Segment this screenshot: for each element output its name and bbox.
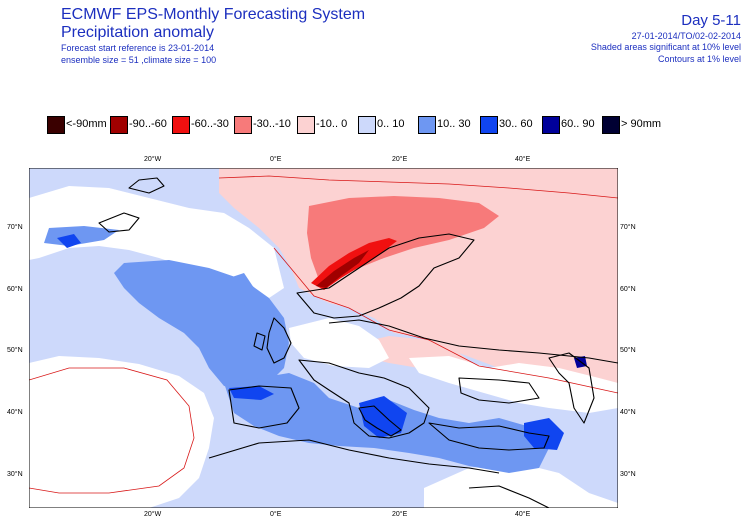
product-title: Precipitation anomaly <box>61 24 214 41</box>
legend-label: -30..-10 <box>253 118 291 130</box>
legend-label: > 90mm <box>621 118 662 130</box>
near-zero-area <box>424 463 618 508</box>
near-zero-area <box>409 356 618 413</box>
anomaly-map <box>29 168 618 508</box>
legend-swatch <box>602 116 620 134</box>
lat-label-left: 30°N <box>7 471 23 478</box>
legend-label: -90..-60 <box>129 118 167 130</box>
legend-swatch <box>542 116 560 134</box>
anomaly-area-positive-strong <box>229 386 274 400</box>
shaded-significance-note: Shaded areas significant at 10% level <box>590 42 741 52</box>
lat-label-left: 50°N <box>7 347 23 354</box>
system-title: ECMWF EPS-Monthly Forecasting System <box>61 6 366 23</box>
lon-label-bottom: 40°E <box>515 511 531 518</box>
legend-swatch <box>297 116 315 134</box>
lat-label-right: 30°N <box>620 471 636 478</box>
lat-label-right: 60°N <box>620 286 636 293</box>
lat-label-right: 50°N <box>620 347 636 354</box>
lon-label-bottom: 20°W <box>144 511 162 518</box>
lat-label-left: 70°N <box>7 224 23 231</box>
near-zero-area <box>289 318 389 368</box>
legend-swatch <box>110 116 128 134</box>
lon-label-top: 20°W <box>144 156 162 163</box>
legend-label: 0.. 10 <box>377 118 405 130</box>
anomaly-area-positive <box>229 273 254 306</box>
near-zero-area <box>29 356 214 508</box>
contour-significance-note: Contours at 1% level <box>657 54 741 64</box>
near-zero-area <box>29 186 284 298</box>
legend-label: <-90mm <box>66 118 107 130</box>
anomaly-area-positive-strong <box>57 234 81 248</box>
coastlines <box>98 177 618 508</box>
legend-label: 10.. 30 <box>437 118 471 130</box>
lon-label-top: 20°E <box>392 156 408 163</box>
lon-label-bottom: 20°E <box>392 511 408 518</box>
significance-contour <box>29 367 195 494</box>
lat-label-left: 40°N <box>7 409 23 416</box>
legend-swatch <box>172 116 190 134</box>
significance-contour <box>218 175 618 394</box>
valid-period: 27-01-2014/TO/02-02-2014 <box>631 31 741 41</box>
lon-label-top: 40°E <box>515 156 531 163</box>
lat-label-right: 40°N <box>620 409 636 416</box>
legend-label: 30.. 60 <box>499 118 533 130</box>
forecast-start-reference: Forecast start reference is 23-01-2014 <box>61 43 215 53</box>
legend-swatch <box>47 116 65 134</box>
lat-label-right: 70°N <box>620 224 636 231</box>
day-range: Day 5-11 <box>681 12 741 29</box>
legend-label: -10.. 0 <box>316 118 348 130</box>
legend-label: -60..-30 <box>191 118 229 130</box>
legend-swatch <box>480 116 498 134</box>
legend-label: 60.. 90 <box>561 118 595 130</box>
anomaly-area-positive-strong <box>524 418 564 450</box>
legend-swatch <box>234 116 252 134</box>
ensemble-size: ensemble size = 51 ,climate size = 100 <box>61 55 217 65</box>
lon-label-bottom: 0°E <box>270 511 282 518</box>
lon-label-top: 0°E <box>270 156 282 163</box>
lat-label-left: 60°N <box>7 286 23 293</box>
anomaly-area-negative-extreme <box>316 250 369 288</box>
legend-swatch <box>418 116 436 134</box>
legend-swatch <box>358 116 376 134</box>
